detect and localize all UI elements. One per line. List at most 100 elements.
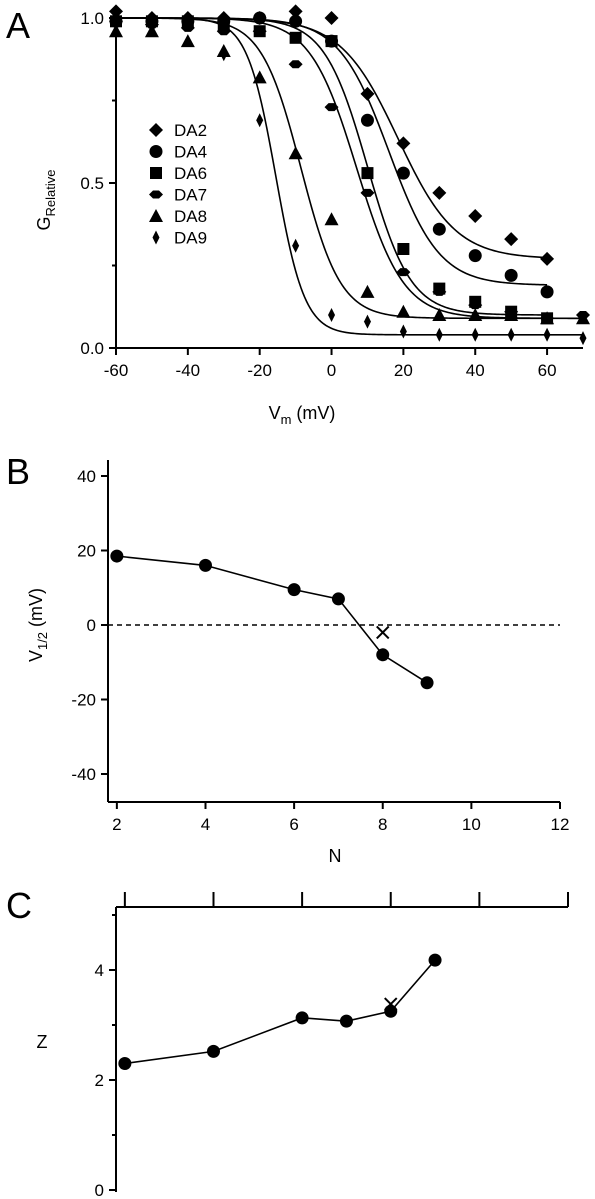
data-point-da2 bbox=[468, 209, 483, 223]
data-point-da2 bbox=[396, 136, 411, 151]
data-point-da8 bbox=[360, 284, 375, 298]
data-point-da2 bbox=[288, 4, 303, 19]
data-point-da9 bbox=[328, 308, 336, 322]
x-tick-label: -40 bbox=[176, 361, 201, 380]
v-half-data-point bbox=[110, 549, 124, 563]
y-tick-label: 20 bbox=[77, 542, 96, 561]
panel-a-x-axis-title: Vm (mV) bbox=[269, 403, 336, 427]
z-data-point bbox=[118, 1057, 132, 1070]
data-point-da9 bbox=[543, 327, 551, 342]
data-point-da7 bbox=[468, 301, 483, 310]
v-half-series-line bbox=[116, 555, 428, 684]
panel-b-x-axis-title: N bbox=[329, 846, 342, 866]
y-tick-label: -40 bbox=[71, 765, 96, 784]
v-half-cross-marker bbox=[376, 625, 390, 640]
data-point-da8 bbox=[288, 146, 303, 160]
data-point-da8 bbox=[540, 311, 555, 325]
data-point-da9 bbox=[363, 314, 371, 329]
panel-a-chart: -60 -40 -20 0 20 40 60 0.0 0.5 1.0 DA2 DA4 DA6 DA7 DA8… bbox=[80, 4, 590, 380]
z-data-point bbox=[206, 1044, 220, 1058]
data-point-da9 bbox=[112, 7, 120, 22]
legend-label-da8: DA8 bbox=[174, 207, 207, 226]
data-point-da9 bbox=[184, 17, 192, 32]
x-tick-label: 6 bbox=[289, 815, 298, 834]
v-half-data-point bbox=[331, 592, 345, 606]
data-point-da9 bbox=[292, 238, 300, 253]
legend-marker-da6 bbox=[150, 167, 162, 179]
z-cross-marker bbox=[384, 997, 398, 1011]
x-tick-label: 12 bbox=[551, 815, 570, 834]
data-point-da8 bbox=[432, 308, 447, 321]
legend-label-da2: DA2 bbox=[174, 121, 207, 140]
y-tick-label: 0 bbox=[95, 1181, 104, 1199]
data-point-da8 bbox=[252, 70, 267, 84]
y-tick-label: 0 bbox=[87, 616, 96, 635]
v-half-data-point bbox=[287, 583, 301, 597]
panel-b-letter: B bbox=[6, 451, 30, 492]
data-point-da8 bbox=[180, 34, 195, 48]
data-point-da9 bbox=[148, 14, 156, 29]
data-point-da8 bbox=[324, 212, 339, 226]
data-point-da4 bbox=[360, 113, 374, 127]
data-point-da2 bbox=[504, 232, 519, 247]
x-tick-label: 10 bbox=[462, 815, 481, 834]
data-point-da4 bbox=[432, 222, 446, 236]
legend-marker-da7 bbox=[149, 190, 163, 199]
panel-c-letter: C bbox=[6, 885, 32, 926]
data-point-da2 bbox=[360, 86, 375, 101]
x-tick-label: 0 bbox=[327, 361, 336, 380]
x-tick-label: 60 bbox=[538, 361, 557, 380]
data-point-da4 bbox=[540, 285, 554, 299]
data-point-da8 bbox=[109, 24, 123, 38]
data-point-da7 bbox=[288, 60, 303, 69]
y-tick-label: 4 bbox=[95, 961, 104, 980]
data-point-da4 bbox=[253, 11, 267, 25]
panel-b-chart: 2 4 6 8 10 12 -40 -20 0 20 40 bbox=[71, 460, 569, 834]
x-tick-label: 4 bbox=[201, 815, 210, 834]
data-point-da6 bbox=[361, 167, 374, 180]
data-point-da9 bbox=[256, 113, 264, 128]
data-point-da2 bbox=[432, 185, 447, 200]
data-point-da8 bbox=[504, 308, 519, 321]
y-tick-label: -20 bbox=[71, 691, 96, 710]
v-half-data-point bbox=[376, 648, 390, 662]
x-tick-label: 2 bbox=[112, 815, 121, 834]
legend-marker-da2 bbox=[149, 123, 163, 137]
data-point-da9 bbox=[399, 324, 407, 339]
y-tick-label: 1.0 bbox=[80, 9, 104, 28]
legend-marker-da4 bbox=[149, 145, 163, 158]
data-point-da9 bbox=[471, 327, 479, 342]
z-data-point bbox=[428, 953, 442, 967]
data-point-da7 bbox=[360, 188, 375, 197]
data-point-da7 bbox=[252, 27, 267, 36]
data-point-da6 bbox=[397, 243, 410, 255]
data-point-da7 bbox=[216, 27, 231, 36]
panel-b-y-axis-title: V1/2 (mV) bbox=[26, 588, 50, 662]
data-point-da2 bbox=[324, 11, 339, 25]
v-half-data-point bbox=[420, 676, 434, 690]
data-point-da8 bbox=[144, 24, 159, 38]
v-half-data-point bbox=[198, 558, 212, 572]
y-tick-label: 40 bbox=[77, 467, 96, 486]
data-point-da8 bbox=[576, 311, 590, 325]
y-tick-label: 0.0 bbox=[80, 339, 104, 358]
data-point-da4 bbox=[396, 166, 410, 180]
y-tick-label: 2 bbox=[95, 1071, 104, 1090]
legend-label-da6: DA6 bbox=[174, 164, 207, 183]
z-series-line bbox=[124, 959, 436, 1065]
data-point-da8 bbox=[468, 308, 483, 321]
z-data-point bbox=[384, 1004, 398, 1018]
x-tick-label: 20 bbox=[394, 361, 413, 380]
y-tick-label: 0.5 bbox=[80, 174, 104, 193]
data-point-da4 bbox=[504, 268, 518, 282]
panel-a-y-axis-title: GRelative bbox=[34, 170, 58, 231]
x-tick-label: 8 bbox=[378, 815, 387, 834]
data-point-da7 bbox=[432, 287, 447, 296]
data-point-da9 bbox=[579, 331, 587, 346]
legend-label-da7: DA7 bbox=[174, 186, 207, 205]
x-tick-label: 40 bbox=[466, 361, 485, 380]
legend-marker-da9 bbox=[152, 230, 160, 245]
z-data-point bbox=[295, 1011, 309, 1025]
data-point-da2 bbox=[540, 251, 555, 266]
